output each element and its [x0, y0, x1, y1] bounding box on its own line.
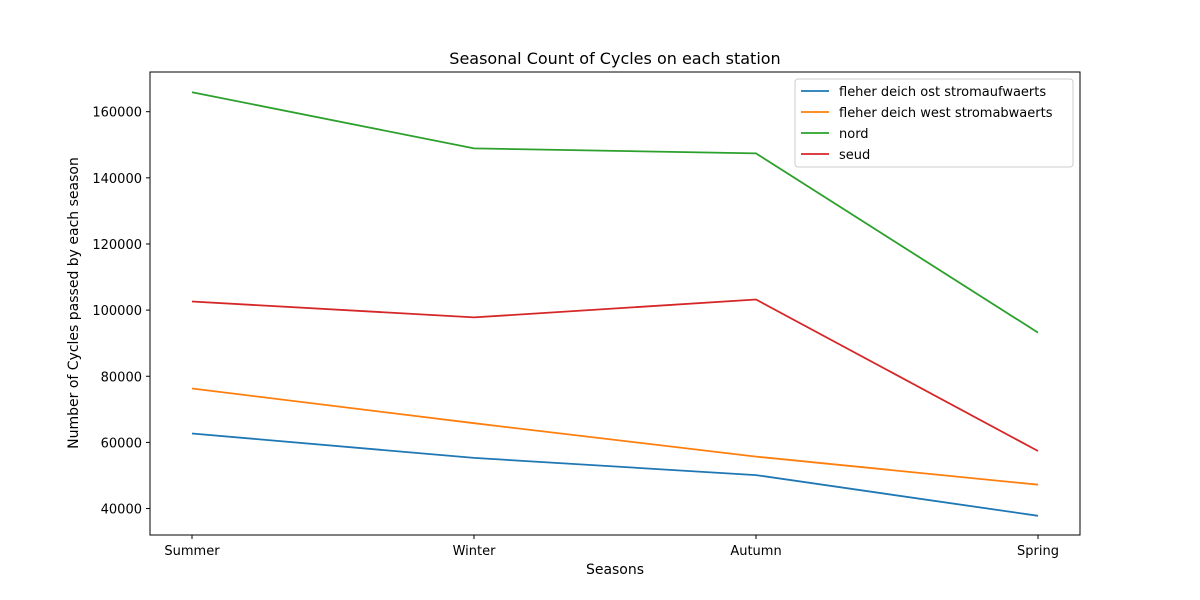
y-tick-label: 40000: [101, 503, 142, 518]
series-line-2: [191, 91, 1039, 334]
y-tick-label: 120000: [92, 238, 142, 253]
legend-label: fleher deich west stromabwaerts: [839, 106, 1053, 121]
y-tick-label: 80000: [101, 370, 142, 385]
legend-label: seud: [839, 148, 870, 163]
x-axis-label: Seasons: [586, 562, 644, 578]
y-axis-label: Number of Cycles passed by each season: [66, 157, 82, 449]
legend-label: fleher deich ost stromaufwaerts: [839, 85, 1046, 100]
y-axis: 40000 60000 80000 100000 120000 140000 160000: [92, 106, 150, 518]
x-tick-label: Winter: [453, 544, 497, 559]
legend-box: [794, 78, 1074, 168]
plot-area: [149, 71, 1081, 536]
y-tick-label: 160000: [92, 106, 142, 121]
series-line-0: [191, 432, 1039, 517]
x-tick-label: Summer: [164, 544, 220, 559]
legend: fleher deich ost stromaufwaerts fleher de…: [794, 78, 1074, 168]
series-line-3: [191, 298, 1039, 452]
legend-label: nord: [839, 127, 869, 142]
y-tick-label: 60000: [101, 436, 142, 451]
series-lines: [191, 91, 1039, 517]
chart-title: Seasonal Count of Cycles on each station: [449, 49, 780, 68]
x-tick-label: Spring: [1017, 544, 1059, 559]
x-tick-label: Autumn: [730, 544, 781, 559]
y-tick-label: 140000: [92, 172, 142, 187]
x-axis: Summer Winter Autumn Spring: [164, 535, 1059, 559]
series-line-1: [191, 387, 1039, 486]
y-tick-label: 100000: [92, 304, 142, 319]
